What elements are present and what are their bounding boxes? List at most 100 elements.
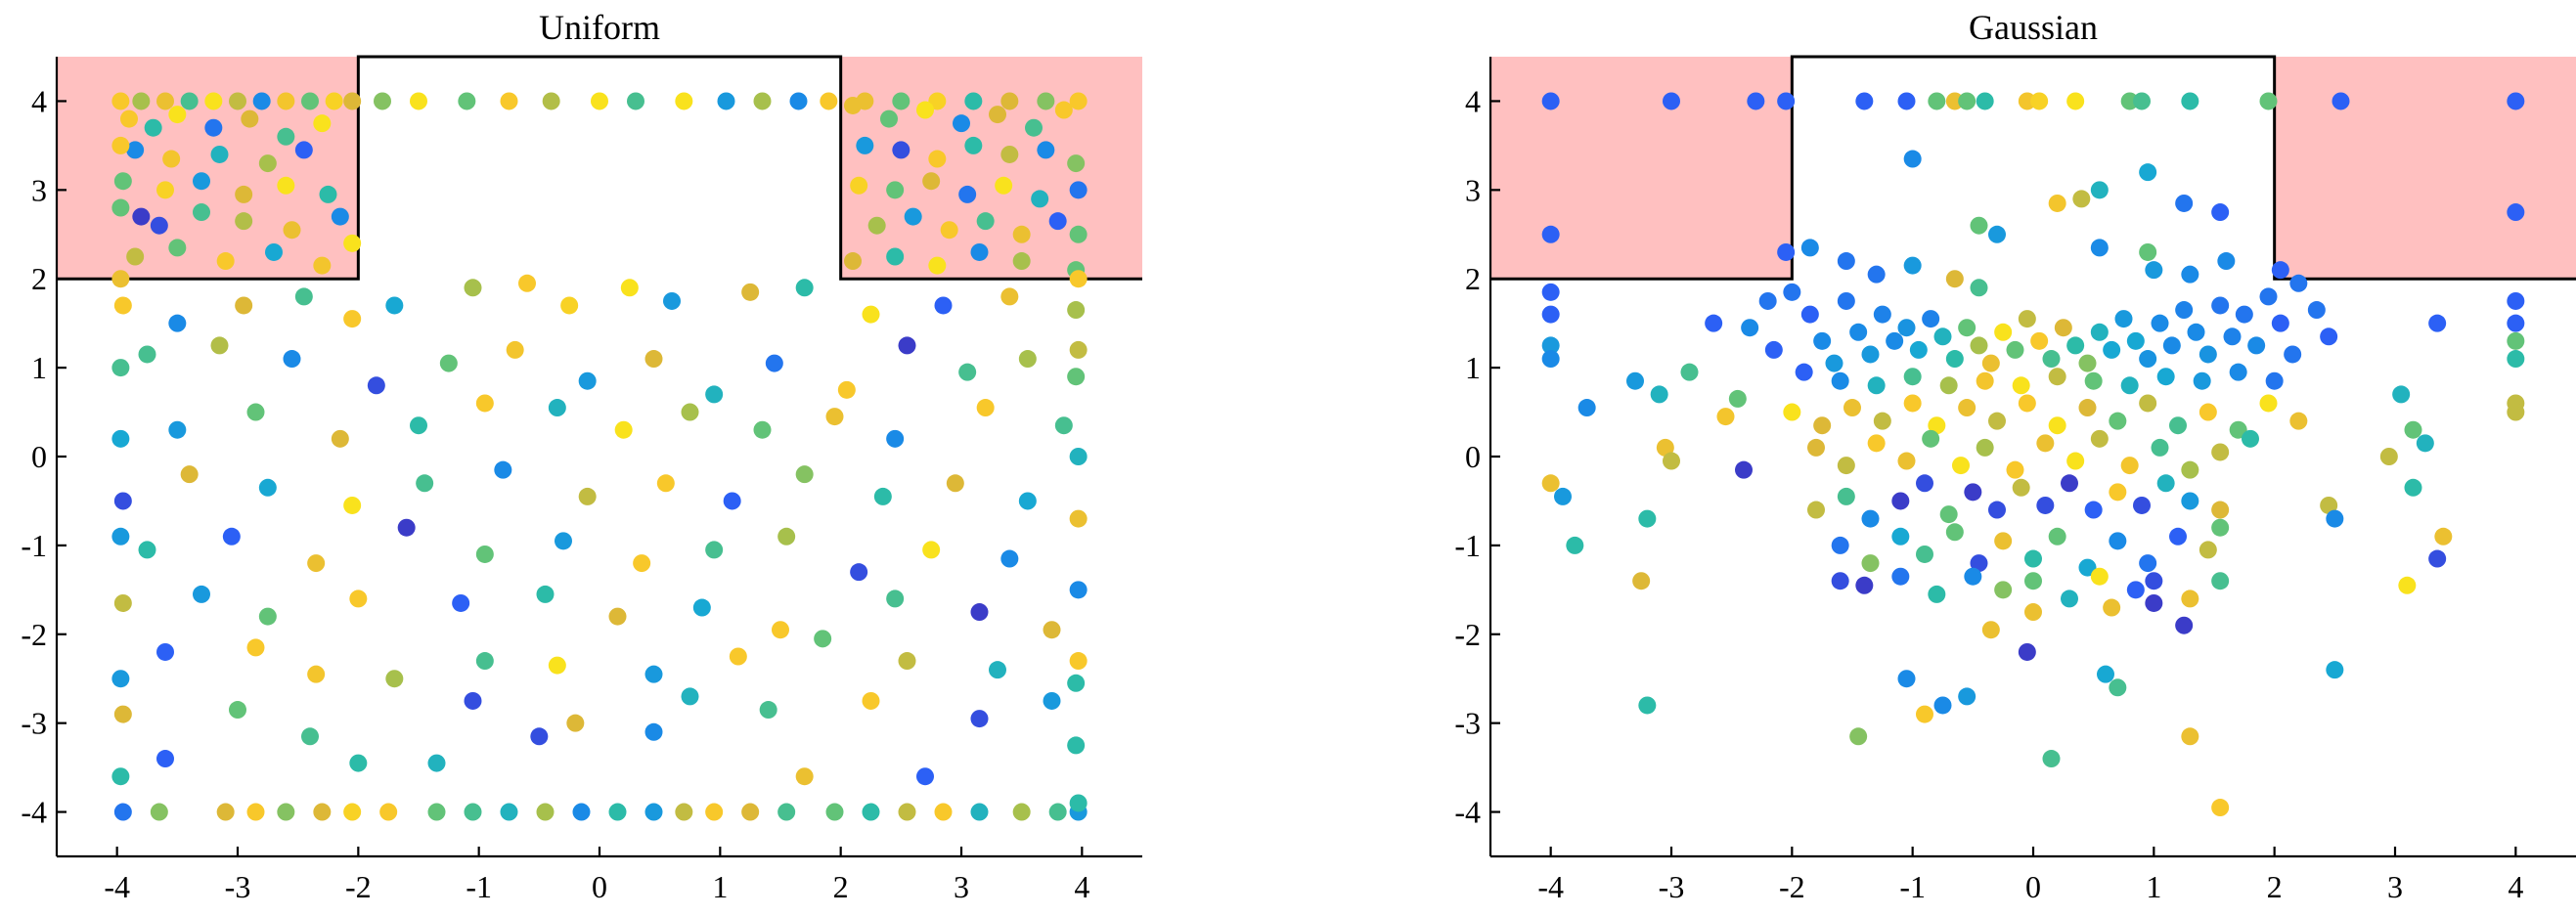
- scatter-point: [162, 150, 181, 168]
- scatter-point: [156, 92, 174, 110]
- scatter-point: [2181, 460, 2199, 479]
- scatter-point: [1873, 412, 1891, 430]
- scatter-point: [1626, 371, 1644, 390]
- scatter-point: [1988, 225, 2006, 243]
- x-tick-label: 2: [2267, 869, 2283, 904]
- scatter-point: [850, 176, 868, 195]
- scatter-point: [518, 274, 536, 292]
- scatter-point: [1541, 92, 1560, 110]
- scatter-point: [2090, 181, 2109, 199]
- scatter-point: [1069, 181, 1088, 199]
- scatter-point: [2507, 314, 2525, 332]
- scatter-point: [1958, 687, 1976, 706]
- scatter-point: [180, 92, 199, 110]
- scatter-point: [886, 181, 905, 199]
- scatter-point: [934, 296, 953, 315]
- x-tick-label: 4: [2508, 869, 2523, 904]
- scatter-point: [2061, 474, 2078, 493]
- scatter-point: [1728, 389, 1747, 408]
- scatter-point: [2054, 319, 2072, 337]
- scatter-point: [820, 92, 838, 110]
- scatter-point: [2114, 310, 2133, 328]
- scatter-point: [2332, 92, 2350, 110]
- scatter-point: [1903, 256, 1922, 275]
- scatter-point: [111, 670, 130, 688]
- scatter-point: [168, 106, 187, 124]
- scatter-point: [2006, 460, 2024, 479]
- scatter-point: [343, 803, 362, 821]
- scatter-point: [1054, 101, 1073, 119]
- scatter-point: [2109, 532, 2127, 550]
- scatter-point: [777, 527, 796, 546]
- scatter-point: [144, 118, 162, 137]
- scatter-point: [2012, 478, 2030, 497]
- scatter-point: [283, 221, 301, 240]
- scatter-point: [2259, 92, 2278, 110]
- scatter-point: [928, 150, 947, 168]
- scatter-point: [2211, 203, 2230, 222]
- scatter-point: [2428, 549, 2447, 568]
- scatter-point: [705, 541, 724, 559]
- scatter-point: [2120, 457, 2139, 475]
- scatter-point: [1837, 291, 1855, 310]
- scatter-point: [729, 647, 747, 666]
- scatter-point: [886, 429, 905, 448]
- shaded-region: [840, 57, 1142, 280]
- scatter-point: [2242, 429, 2259, 448]
- scatter-point: [2018, 394, 2036, 413]
- scatter-point: [2175, 194, 2194, 212]
- scatter-point: [572, 803, 591, 821]
- scatter-point: [850, 563, 868, 582]
- scatter-point: [410, 92, 427, 110]
- scatter-point: [591, 92, 608, 110]
- scatter-point: [2507, 403, 2525, 421]
- scatter-point: [235, 296, 253, 315]
- scatter-point: [675, 803, 693, 821]
- scatter-point: [1735, 460, 1753, 479]
- scatter-point: [2247, 336, 2266, 355]
- scatter-point: [608, 803, 627, 821]
- scatter-point: [1855, 576, 1874, 594]
- scatter-point: [1916, 474, 1933, 493]
- y-tick-label: 1: [1465, 350, 1481, 385]
- chart-panel-2: -4 -3 -2 -1 0 1 2 3 4 -4 -3 -2 -1 0 1 2 3 4 Gaussian: [1454, 8, 2576, 904]
- scatter-point: [2090, 429, 2109, 448]
- scatter-point: [1663, 452, 1680, 470]
- scatter-point: [458, 92, 476, 110]
- scatter-point: [1903, 368, 1922, 386]
- scatter-point: [1933, 696, 1952, 715]
- scatter-point: [439, 354, 458, 372]
- scatter-point: [277, 127, 295, 146]
- scatter-point: [1970, 216, 1988, 235]
- scatter-point: [1958, 399, 1976, 417]
- scatter-point: [1764, 340, 1783, 359]
- scatter-point: [825, 803, 844, 821]
- x-tick-label: 0: [592, 869, 607, 904]
- scatter-point: [1831, 371, 1849, 390]
- shaded-region: [2274, 57, 2576, 280]
- scatter-point: [2259, 287, 2278, 306]
- scatter-point: [892, 92, 910, 110]
- scatter-point: [416, 474, 434, 493]
- scatter-point: [825, 408, 844, 426]
- scatter-point: [246, 638, 265, 657]
- scatter-point: [1867, 376, 1886, 395]
- scatter-point: [1849, 727, 1868, 746]
- scatter-point: [1043, 691, 1061, 710]
- scatter-point: [1037, 92, 1055, 110]
- scatter-point: [2084, 501, 2103, 519]
- scatter-point: [2235, 305, 2253, 324]
- scatter-point: [2289, 412, 2308, 430]
- scatter-point: [1000, 549, 1019, 568]
- scatter-point: [246, 803, 265, 821]
- scatter-point: [229, 92, 246, 110]
- scatter-point: [2289, 274, 2308, 292]
- scatter-point: [1831, 572, 1849, 590]
- scatter-point: [374, 92, 391, 110]
- scatter-point: [1069, 581, 1088, 599]
- scatter-point: [2265, 371, 2284, 390]
- scatter-point: [2139, 394, 2157, 413]
- scatter-point: [410, 416, 427, 435]
- scatter-point: [111, 270, 130, 288]
- scatter-point: [705, 385, 724, 404]
